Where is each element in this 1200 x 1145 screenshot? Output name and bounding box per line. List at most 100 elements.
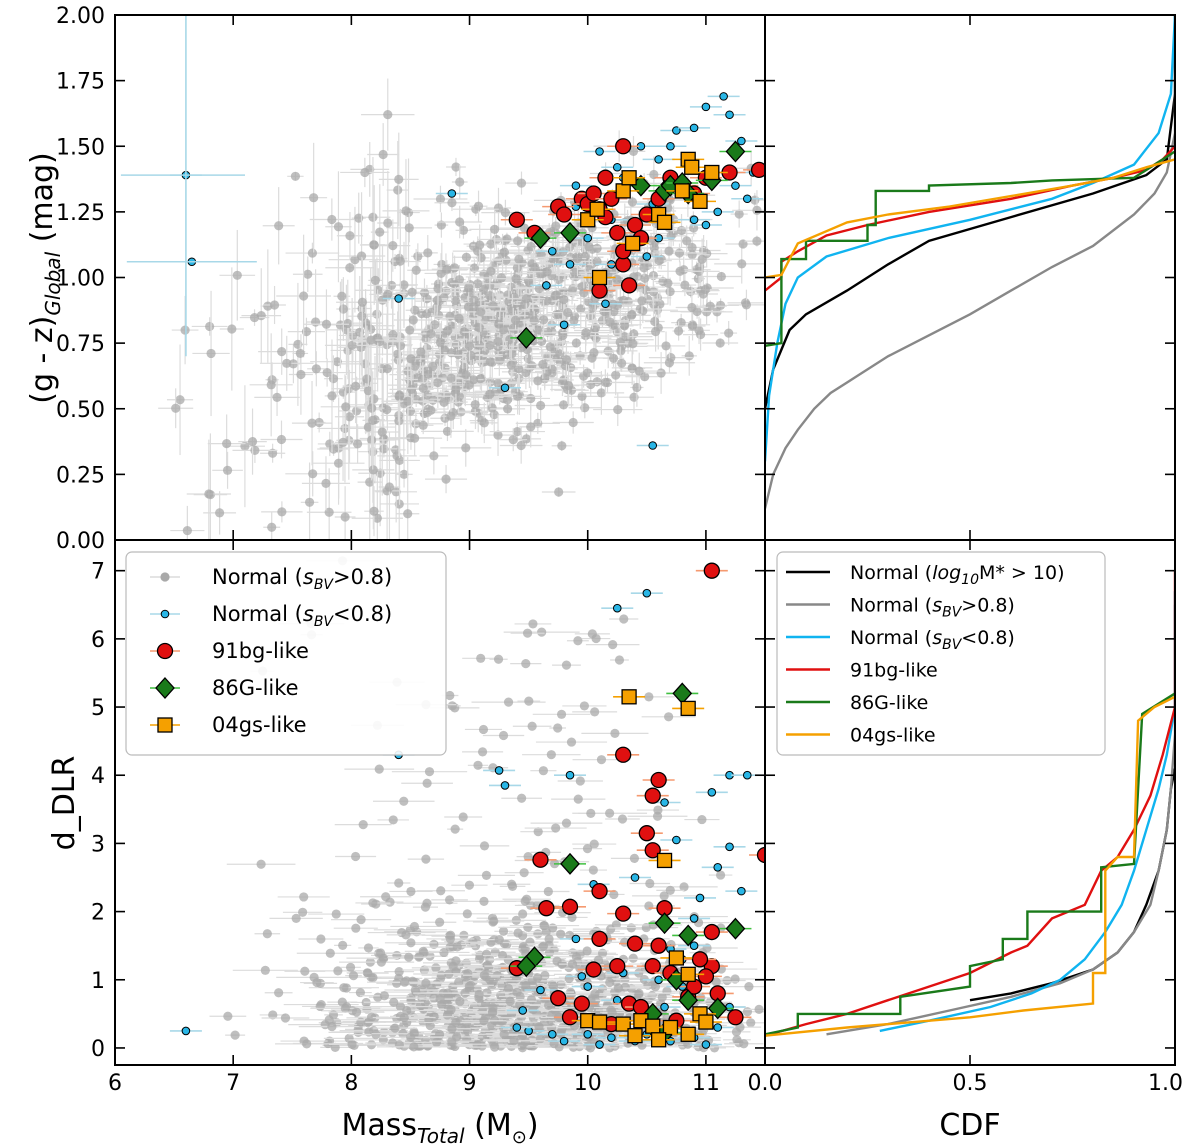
normal-point	[324, 1015, 334, 1025]
bg91-point	[644, 787, 661, 804]
normal-point	[665, 885, 675, 896]
normal-point	[282, 358, 292, 368]
normal-point	[451, 340, 462, 350]
low-sbv-point	[701, 1040, 711, 1049]
normal-point	[290, 171, 301, 181]
normal-point	[488, 301, 498, 311]
normal-point	[441, 474, 451, 484]
normal-point	[429, 451, 439, 461]
gs04-point	[615, 183, 631, 199]
normal-point	[348, 330, 358, 341]
normal-point	[411, 265, 421, 275]
normal-point	[382, 405, 392, 415]
normal-point	[308, 469, 318, 479]
normal-point	[314, 417, 324, 428]
normal-point	[697, 814, 707, 825]
normal-point	[611, 370, 621, 380]
normal-point	[739, 1039, 749, 1049]
normal-point	[629, 853, 640, 863]
normal-point	[417, 374, 428, 385]
normal-point	[664, 358, 675, 368]
normal-point	[656, 368, 666, 378]
normal-point	[302, 1039, 312, 1049]
normal-point	[327, 214, 337, 225]
normal-point	[697, 254, 707, 264]
y-tick-label: 0.50	[56, 398, 105, 423]
normal-point	[486, 266, 496, 276]
normal-point	[479, 284, 489, 295]
low-sbv-point	[565, 770, 575, 780]
g86-point	[725, 140, 746, 163]
normal-point	[442, 264, 452, 274]
normal-point	[498, 926, 509, 936]
normal-point	[579, 288, 589, 298]
normal-point	[223, 1011, 233, 1021]
normal-point	[573, 636, 583, 646]
normal-point	[547, 364, 557, 374]
low-sbv-point	[731, 181, 740, 190]
normal-point	[356, 1017, 366, 1027]
cdf-line-91bg-like	[765, 570, 1175, 1037]
normal-point	[533, 827, 543, 837]
normal-point	[450, 824, 460, 834]
normal-point	[495, 355, 505, 365]
normal-point	[324, 507, 334, 517]
normal-point	[367, 403, 377, 413]
normal-point	[617, 358, 627, 368]
normal-point	[420, 997, 430, 1008]
normal-point	[431, 1037, 442, 1047]
y-tick-label: 4	[91, 764, 105, 789]
normal-point	[487, 1008, 498, 1018]
y-tick-label: 1.50	[56, 135, 105, 160]
normal-point	[442, 1010, 453, 1020]
low-sbv-point	[512, 1023, 522, 1032]
normal-point	[478, 724, 489, 735]
normal-point	[435, 917, 445, 927]
normal-point	[619, 321, 630, 331]
normal-point	[431, 963, 441, 973]
normal-point	[338, 304, 348, 314]
normal-point	[363, 422, 373, 432]
normal-point	[452, 1032, 462, 1042]
normal-point	[479, 970, 489, 980]
normal-point	[388, 241, 398, 251]
normal-point	[352, 439, 363, 449]
normal-point	[205, 321, 215, 332]
normal-point	[376, 957, 387, 967]
normal-point	[333, 458, 344, 468]
normal-point	[368, 212, 378, 222]
normal-point	[395, 256, 405, 266]
normal-point	[545, 342, 555, 352]
bg91-point	[550, 990, 567, 1007]
normal-point	[180, 325, 190, 335]
normal-point	[538, 941, 549, 951]
normal-point	[520, 1037, 531, 1047]
normal-point	[617, 814, 628, 824]
bg91-point	[538, 900, 555, 917]
normal-point	[508, 435, 518, 445]
normal-point	[716, 300, 726, 310]
normal-point	[538, 359, 548, 369]
normal-point	[448, 961, 458, 971]
normal-point	[554, 309, 564, 319]
low-sbv-point	[648, 441, 658, 450]
normal-point	[416, 347, 426, 357]
low-sbv-point	[660, 798, 669, 807]
y-tick-label: 1.25	[56, 201, 105, 226]
normal-point	[474, 989, 484, 999]
normal-point	[464, 283, 474, 293]
normal-point	[509, 292, 519, 302]
normal-point	[521, 980, 531, 991]
normal-point	[709, 1043, 720, 1053]
cdf-line-normal-sbv-0-8-	[765, 15, 1175, 509]
normal-point	[687, 242, 697, 253]
normal-point	[605, 977, 615, 988]
y-tick-label: 5	[91, 696, 105, 721]
normal-point	[732, 1035, 742, 1045]
low-sbv-point	[725, 842, 734, 852]
normal-point	[551, 221, 561, 231]
normal-point	[524, 696, 534, 706]
normal-point	[537, 627, 547, 637]
normal-point	[307, 418, 317, 428]
normal-point	[401, 206, 411, 216]
